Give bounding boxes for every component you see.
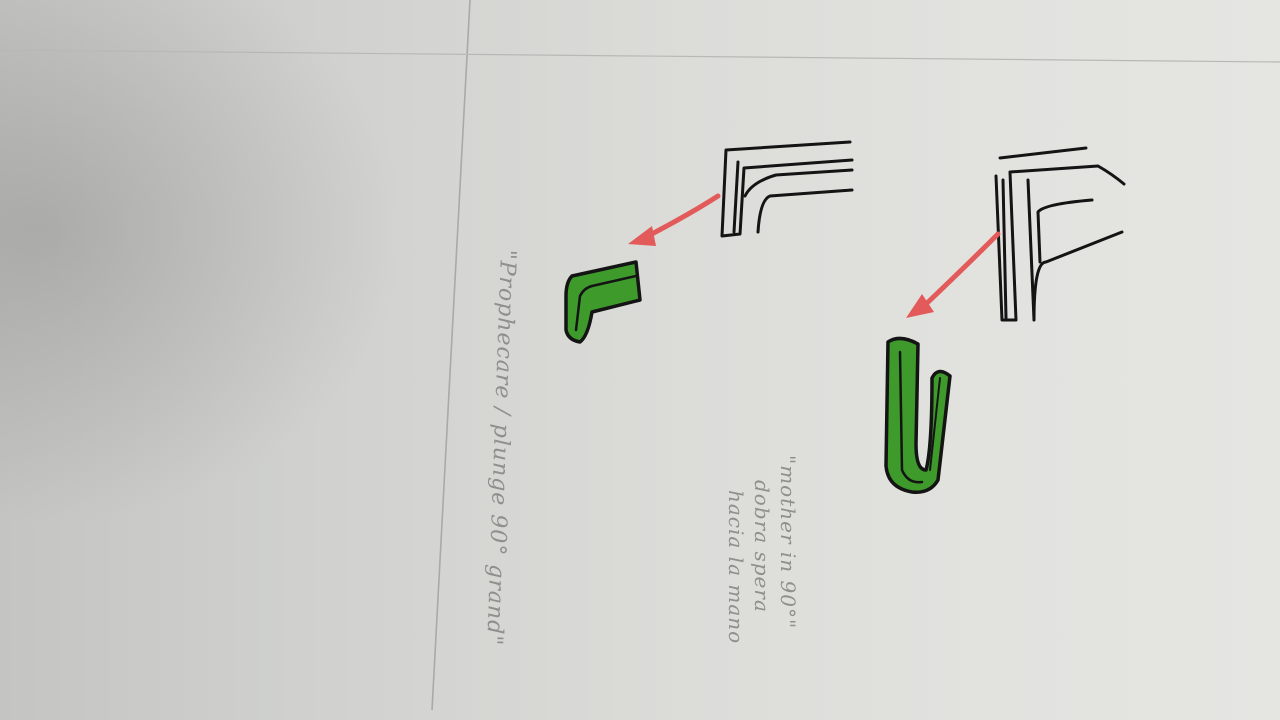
pencil-note-right-line-2: dobra spera xyxy=(750,480,774,613)
pencil-note-right-line-3: hacia la mano xyxy=(724,490,748,645)
arrow-left xyxy=(628,193,721,246)
outline-sketch-left xyxy=(720,140,854,238)
top-rule-line xyxy=(0,49,1280,63)
pencil-note-right-line-1: "mother in 90°" xyxy=(776,455,800,630)
arrow-right xyxy=(906,231,1001,318)
outline-sketch-right xyxy=(994,146,1126,322)
margin-line xyxy=(431,0,471,711)
green-piece-left xyxy=(564,260,642,344)
green-piece-right xyxy=(884,336,952,494)
